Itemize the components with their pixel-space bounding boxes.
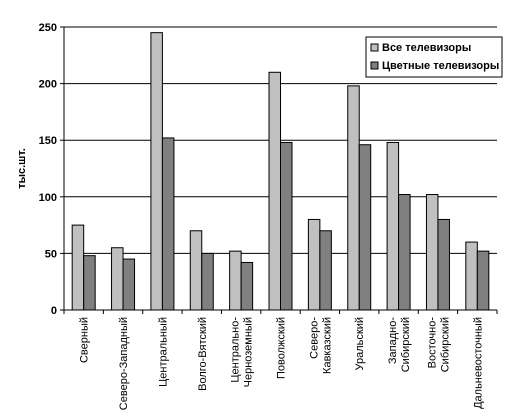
legend-label-all-tv: Все телевизоры [382, 42, 471, 54]
bar-all-tv [71, 224, 85, 311]
x-tick-label: Уральский [354, 317, 366, 370]
bar-color-tv [476, 250, 490, 311]
x-tick-label: Кавказский [321, 317, 333, 374]
bar-all-tv [229, 250, 242, 311]
bar-all-tv [386, 141, 400, 311]
x-tick-label: Сибирский [400, 317, 412, 372]
x-tick-label: Дальневосточный [472, 317, 484, 409]
bar-all-tv [150, 32, 163, 311]
bar-color-tv [437, 218, 450, 311]
x-tick-label: Сверный [79, 317, 91, 363]
bar-all-tv [347, 85, 360, 311]
bar-color-tv [398, 194, 411, 311]
y-tick-label: 200 [39, 79, 57, 91]
x-tick-label: Западно- [387, 317, 399, 364]
bar-color-tv [319, 230, 332, 311]
x-tick-label: Центрально- [230, 317, 242, 383]
bar-color-tv [122, 258, 136, 311]
y-tick-label: 150 [39, 135, 57, 147]
x-tick-label: Северо- [308, 317, 320, 359]
x-tick-label: Волго-Вятский [197, 317, 209, 391]
bar-color-tv [280, 141, 293, 311]
legend-box [365, 36, 503, 78]
bar-color-tv [358, 144, 372, 311]
bar-color-tv [161, 137, 175, 311]
x-tick-labels: Сверный Северо-Западный Центральный Волго-В… [79, 317, 485, 411]
legend: Все телевизоры Цветные телевизоры [365, 36, 503, 78]
x-tick-label: Северо-Западный [118, 317, 130, 410]
axes [63, 27, 498, 314]
bar-all-tv [307, 218, 321, 311]
legend-swatch-all-tv [370, 43, 379, 52]
x-tick-label: Восточно- [426, 317, 438, 369]
bar-all-tv [268, 71, 281, 311]
x-tick-label: Поволжский [276, 317, 288, 379]
bar-color-tv [201, 252, 214, 311]
x-tick-label: Сибирский [439, 317, 451, 372]
y-tick-labels: 0 50 100 150 200 250 [39, 22, 64, 317]
bar-all-tv [189, 230, 203, 311]
y-tick-label: 250 [39, 22, 57, 34]
y-tick-label: 100 [39, 192, 57, 204]
bar-color-tv [83, 255, 96, 311]
legend-swatch-color-tv [370, 61, 379, 70]
bar-all-tv [425, 194, 439, 311]
legend-label-color-tv: Цветные телевизоры [382, 60, 499, 72]
y-tick-label: 50 [45, 248, 57, 260]
x-tick-label: Черноземный [243, 317, 255, 387]
bars [71, 32, 490, 311]
bar-color-tv [240, 261, 254, 311]
bar-all-tv [465, 241, 478, 311]
x-tick-label: Центральный [157, 317, 169, 387]
y-axis-label: тыс.шт. [16, 148, 28, 189]
y-tick-label: 0 [51, 305, 57, 317]
bar-all-tv [111, 247, 124, 311]
